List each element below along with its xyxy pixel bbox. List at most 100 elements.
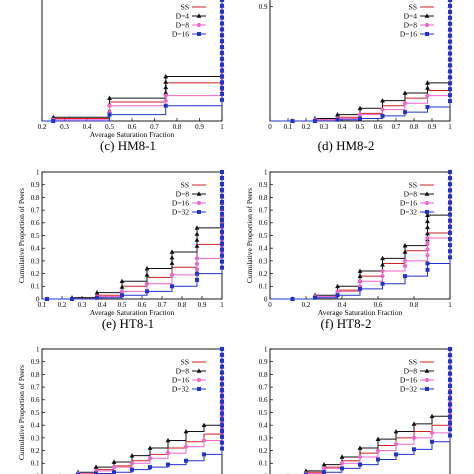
data-point	[202, 452, 206, 457]
data-point	[169, 254, 175, 260]
data-point	[448, 93, 452, 98]
y-tick-label: 0	[264, 472, 268, 474]
x-tick-label: 0.4	[338, 301, 347, 309]
data-point	[425, 212, 430, 217]
data-point	[220, 417, 224, 422]
y-tick-label: 0.3	[259, 434, 268, 442]
legend-label: SS	[181, 181, 189, 190]
data-point	[129, 461, 135, 466]
y-tick-label: 0.9	[259, 358, 268, 366]
data-point	[220, 211, 224, 216]
data-point	[220, 68, 224, 73]
x-tick-label: 0.3	[320, 123, 329, 131]
x-tick-label: 0.1	[284, 123, 293, 131]
data-point	[220, 74, 224, 79]
series-d8	[287, 346, 453, 474]
y-tick-label: 0.8	[31, 194, 40, 202]
legend-label: D=16	[172, 199, 189, 208]
data-point	[220, 39, 224, 44]
data-point	[220, 253, 224, 258]
data-point	[220, 387, 224, 392]
data-point	[165, 451, 171, 456]
data-point	[357, 112, 363, 117]
legend-marker	[197, 32, 201, 36]
data-point	[194, 225, 200, 230]
data-point	[129, 453, 135, 458]
chart-panel-6: 0 0.1 0.2 0.3 0.4 0.5 0.6 0.7 0.8 0.9 1 SSD=8D=16D=…	[259, 345, 453, 474]
legend-label: D=16	[400, 199, 417, 208]
data-point	[357, 279, 363, 284]
legend-marker	[424, 22, 430, 28]
data-point	[357, 445, 363, 450]
x-axis-title: Average Saturation Fraction	[90, 130, 175, 139]
data-point	[290, 119, 295, 123]
data-point	[220, 15, 224, 20]
data-point	[402, 263, 408, 269]
data-point	[448, 194, 452, 199]
data-point	[448, 243, 452, 248]
data-point	[448, 427, 452, 432]
data-point	[412, 447, 416, 452]
series-d16	[287, 346, 453, 474]
data-point	[448, 353, 452, 358]
data-point	[403, 274, 407, 279]
x-tick-label: 0.8	[178, 301, 187, 309]
data-point	[220, 399, 224, 404]
data-point	[313, 295, 317, 300]
captions-layer: (c) HM8-1 (d) HM8-2 (e) HT8-1 (f) HT8-2	[100, 138, 374, 331]
data-point	[448, 421, 452, 426]
data-point	[290, 297, 295, 301]
chart-panel-4: 0 0.2 0.4 0.6 0.8 1 0 0.1 0.2 0.3 0.4 0.5 0.6 0.7 0.8 0…	[245, 168, 453, 317]
data-point	[184, 458, 188, 463]
x-tick-label: 0.6	[138, 301, 147, 309]
data-point	[357, 268, 363, 273]
data-point	[165, 437, 171, 443]
legend-label: SS	[409, 358, 417, 367]
data-point	[448, 206, 452, 211]
data-point	[195, 277, 199, 282]
series-line	[305, 349, 451, 474]
series-line	[77, 349, 223, 474]
data-point	[448, 377, 452, 382]
series-line	[42, 172, 223, 300]
x-tick-label: 0.6	[128, 123, 137, 131]
chart-panel-3: 0.1 0.2 0.3 0.4 0.5 0.6 0.7 0.8 0.9 100.10.20.30.…	[17, 168, 225, 317]
x-tick-label: 0.9	[195, 123, 204, 131]
y-tick-label: 0	[264, 295, 268, 303]
data-point	[163, 98, 168, 103]
data-point	[170, 284, 174, 289]
data-point	[220, 205, 224, 210]
legend-label: D=8	[404, 367, 418, 376]
y-tick-label: 0.1	[31, 460, 40, 468]
data-point	[145, 289, 149, 294]
data-point	[335, 289, 340, 294]
caption-d: (d) HM8-2	[318, 138, 375, 153]
data-point	[220, 347, 224, 351]
legend-marker	[197, 210, 201, 214]
data-point	[303, 468, 309, 473]
x-tick-label: 0.4	[98, 301, 107, 309]
legend-label: D=32	[172, 208, 189, 217]
data-point	[402, 101, 408, 106]
legend-label: D=8	[176, 21, 190, 30]
legend-marker	[196, 13, 202, 18]
data-point	[130, 467, 134, 472]
y-tick-label: 0	[36, 472, 40, 474]
plot-frame	[41, 0, 223, 122]
data-point	[183, 428, 189, 434]
data-point	[313, 119, 317, 123]
legend-marker	[196, 191, 202, 196]
data-point	[448, 15, 452, 20]
legend-marker	[424, 13, 430, 18]
data-point	[448, 365, 452, 370]
data-point	[119, 278, 125, 284]
data-point	[402, 258, 408, 263]
data-point	[448, 230, 452, 235]
series-d32	[270, 170, 452, 301]
data-point	[169, 249, 175, 254]
data-point	[220, 364, 224, 369]
data-point	[163, 79, 169, 84]
data-point	[425, 85, 430, 90]
data-point	[425, 247, 430, 252]
legend-label: D=8	[404, 21, 418, 30]
